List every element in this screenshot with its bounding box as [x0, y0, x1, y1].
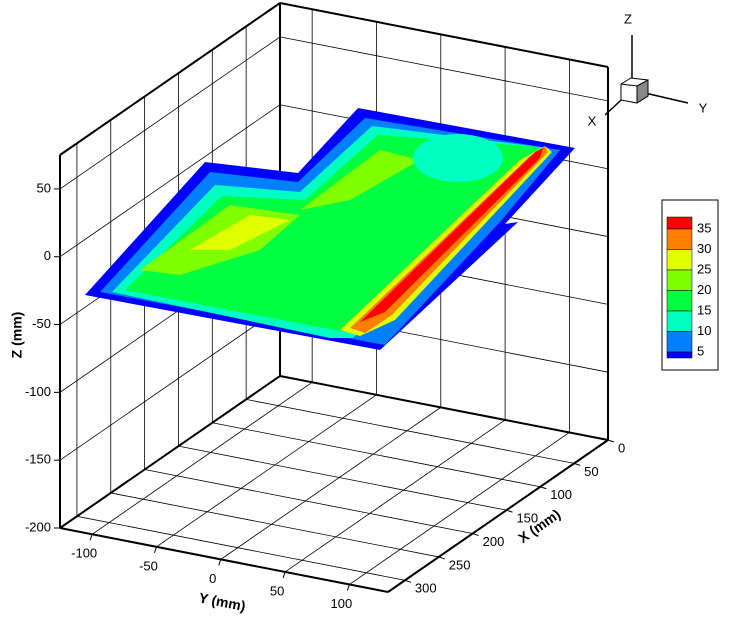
y-tick-label: 0: [209, 571, 216, 586]
x-tick: [607, 439, 615, 443]
legend-label: 25: [697, 261, 711, 276]
y-tick-label: 100: [331, 596, 353, 611]
floor-grid-line: [220, 407, 442, 560]
triad-label: Y: [699, 100, 708, 115]
y-tick-label: -100: [71, 546, 97, 561]
wall-grid-line: [59, 307, 281, 461]
floor-grid-line: [349, 432, 570, 585]
legend-label: 10: [697, 323, 711, 338]
wall-grid-line: [59, 36, 281, 190]
y-tick: [218, 559, 222, 566]
contour-band: [360, 148, 543, 322]
box-edge: [59, 375, 281, 529]
floor-grid-line: [144, 469, 473, 534]
legend-label: 15: [697, 302, 711, 317]
legend-swatch: [666, 331, 693, 353]
box-edge: [59, 527, 389, 593]
legend-label: 5: [697, 343, 704, 358]
x-tick-label: 250: [449, 557, 471, 572]
wall-grid-line: [59, 104, 281, 258]
contour-band: [190, 215, 290, 250]
legend-label: 20: [697, 282, 711, 297]
x-tick: [438, 556, 445, 560]
box-edge: [387, 439, 609, 593]
x-tick-label: 0: [618, 440, 625, 455]
x-tick: [573, 462, 581, 466]
x-tick: [472, 533, 479, 537]
legend-swatch: [666, 228, 693, 250]
y-tick-label: -50: [139, 558, 158, 573]
legend-swatch: [666, 351, 693, 359]
y-tick: [346, 584, 350, 591]
floor-grid-line: [284, 419, 506, 573]
triad-label: Z: [624, 11, 632, 26]
z-axis-title: Z (mm): [9, 312, 25, 359]
x-tick-label: 150: [516, 511, 538, 526]
legend-swatch: [666, 249, 693, 271]
legend-swatch: [666, 269, 693, 291]
floor-grid-line: [91, 381, 313, 535]
x-tick-label: 50: [584, 464, 598, 479]
z-tick-label: -200: [25, 519, 51, 534]
contour-band: [413, 134, 503, 182]
z-tick-label: 0: [44, 248, 51, 263]
contour-band: [125, 135, 540, 332]
contour-band: [300, 150, 420, 210]
z-tick-label: 50: [37, 180, 51, 195]
x-tick-label: 100: [550, 487, 572, 502]
floor-grid-line: [178, 445, 507, 511]
y-tick: [89, 534, 93, 541]
triad-label: X: [588, 113, 597, 128]
x-tick: [404, 579, 412, 583]
x-tick: [506, 509, 513, 513]
y-tick: [153, 546, 157, 553]
floor-grid-line: [212, 422, 541, 488]
box-edge: [279, 375, 609, 441]
legend-label: 30: [697, 241, 711, 256]
box-edge: [279, 2, 609, 68]
wall-grid-line: [279, 36, 609, 102]
x-tick-label: 200: [483, 534, 505, 549]
floor-grid-line: [156, 394, 377, 548]
legend-label: 35: [697, 220, 711, 235]
floor-grid-line: [246, 398, 575, 464]
x-tick: [540, 486, 547, 490]
z-tick-label: -50: [32, 316, 51, 331]
y-tick: [282, 571, 286, 579]
z-tick-label: -100: [25, 384, 51, 399]
x-tick-label: 300: [415, 581, 437, 596]
z-tick-label: -150: [25, 452, 51, 467]
y-axis-title: Y (mm): [198, 589, 247, 614]
legend-swatch: [666, 290, 693, 312]
floor-grid-line: [110, 492, 439, 558]
box-edge: [59, 2, 281, 156]
legend-swatch: [666, 310, 693, 332]
floor-grid-line: [76, 515, 405, 581]
legend-swatch: [666, 216, 693, 230]
y-tick-label: 50: [270, 583, 284, 598]
triad-cube-edge: [620, 83, 638, 87]
